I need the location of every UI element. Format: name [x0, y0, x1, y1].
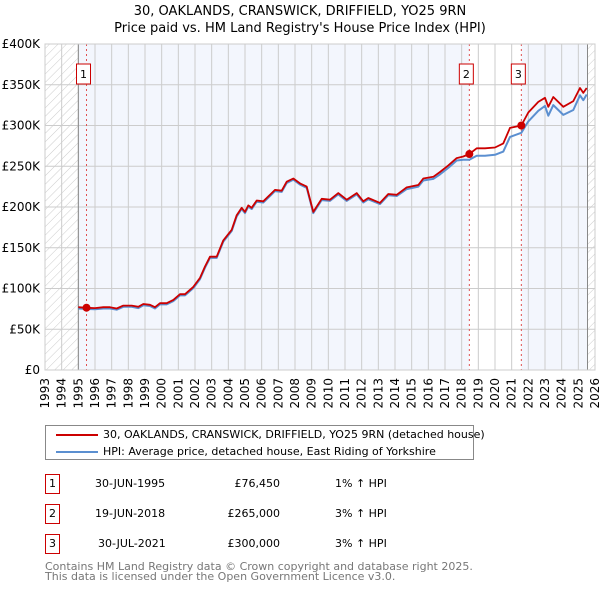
- x-tick-label: 1995: [71, 378, 85, 409]
- sale-number-badge: 1: [45, 474, 60, 494]
- sale-number-badge: 3: [45, 534, 60, 554]
- legend-label-property: 30, OAKLANDS, CRANSWICK, DRIFFIELD, YO25…: [103, 428, 485, 441]
- sale-row: 2 19-JUN-2018 £265,000 3% ↑ HPI: [45, 504, 485, 524]
- x-tick-label: 2018: [455, 378, 469, 409]
- sale-row: 1 30-JUN-1995 £76,450 1% ↑ HPI: [45, 474, 485, 494]
- footer-licence: This data is licensed under the Open Gov…: [45, 570, 396, 583]
- x-tick-label: 2005: [238, 378, 252, 409]
- sale-marker-box: [76, 63, 91, 85]
- x-tick-label: 1998: [121, 378, 135, 409]
- sale-price: £76,450: [234, 477, 281, 490]
- y-tick-label: £150K: [2, 241, 42, 255]
- x-tick-label: 1999: [138, 378, 152, 409]
- sale-marker-label: 3: [515, 68, 522, 81]
- legend: 30, OAKLANDS, CRANSWICK, DRIFFIELD, YO25…: [45, 425, 485, 460]
- x-tick-label: 2026: [588, 378, 600, 409]
- chart-title-line1: 30, OAKLANDS, CRANSWICK, DRIFFIELD, YO25…: [133, 4, 467, 19]
- x-tick-label: 2011: [338, 378, 352, 409]
- x-tick-label: 2003: [205, 378, 219, 409]
- sale-hpi-diff: 1% ↑ HPI: [335, 477, 387, 490]
- sale-marker-label: 1: [80, 68, 87, 81]
- x-tick-label: 2012: [355, 378, 369, 409]
- x-tick-label: 2015: [405, 378, 419, 409]
- sale-price: £300,000: [227, 537, 281, 550]
- x-tick-label: 2006: [255, 378, 269, 409]
- x-tick-label: 2007: [271, 378, 285, 409]
- footer-copyright: Contains HM Land Registry data © Crown c…: [45, 560, 473, 573]
- sale-point: [465, 150, 474, 159]
- sale-marker-box: [458, 63, 474, 85]
- sale-hpi-diff: 3% ↑ HPI: [335, 537, 387, 550]
- y-tick-label: £100K: [2, 282, 42, 296]
- y-tick-label: £50K: [9, 322, 41, 336]
- x-tick-label: 2021: [505, 378, 519, 409]
- plot-border: [44, 43, 596, 371]
- sale-point: [82, 303, 91, 312]
- y-tick-label: £400K: [2, 37, 42, 51]
- x-tick-label: 2025: [571, 378, 585, 409]
- x-tick-label: 2004: [221, 378, 235, 409]
- x-tick-label: 1996: [88, 378, 102, 409]
- chart-title-line2: Price paid vs. HM Land Registry's House …: [114, 21, 486, 36]
- sale-point: [517, 121, 526, 130]
- sale-hpi-diff: 3% ↑ HPI: [335, 507, 387, 520]
- x-tick-label: 2020: [488, 378, 502, 409]
- x-tick-label: 1994: [55, 378, 69, 409]
- x-tick-label: 2000: [155, 378, 169, 409]
- y-tick-label: £250K: [2, 159, 42, 173]
- sale-price: £265,000: [227, 507, 281, 520]
- x-tick-label: 1993: [38, 378, 52, 409]
- x-tick-label: 2013: [371, 378, 385, 409]
- x-tick-label: 2008: [288, 378, 302, 409]
- sale-date: 30-JUN-1995: [95, 477, 166, 490]
- x-tick-label: 2024: [555, 378, 569, 409]
- legend-swatch-property: [56, 434, 98, 436]
- property-price-line: [78, 87, 588, 310]
- x-tick-label: 1997: [105, 378, 119, 409]
- y-tick-label: £350K: [2, 78, 42, 92]
- sale-marker-label: 2: [463, 68, 470, 81]
- x-tick-label: 2002: [188, 378, 202, 409]
- sale-number-badge: 2: [45, 504, 60, 524]
- x-tick-label: 2014: [388, 378, 402, 409]
- legend-label-hpi: HPI: Average price, detached house, East…: [103, 445, 436, 458]
- hpi-line: [78, 93, 588, 311]
- y-tick-label: £200K: [2, 200, 42, 214]
- x-tick-label: 2022: [521, 378, 535, 409]
- y-tick-label: £0: [25, 363, 40, 377]
- x-tick-label: 2023: [538, 378, 552, 409]
- x-tick-label: 2010: [321, 378, 335, 409]
- x-tick-label: 2001: [171, 378, 185, 409]
- x-tick-label: 2016: [421, 378, 435, 409]
- legend-swatch-hpi: [56, 451, 98, 453]
- sale-date: 19-JUN-2018: [95, 507, 166, 520]
- y-tick-label: £300K: [2, 119, 42, 133]
- x-tick-label: 2009: [305, 378, 319, 409]
- sale-date: 30-JUL-2021: [98, 537, 166, 550]
- sale-marker-box: [510, 63, 526, 85]
- x-tick-label: 2017: [438, 378, 452, 409]
- sale-row: 3 30-JUL-2021 £300,000 3% ↑ HPI: [45, 534, 485, 554]
- x-tick-label: 2019: [471, 378, 485, 409]
